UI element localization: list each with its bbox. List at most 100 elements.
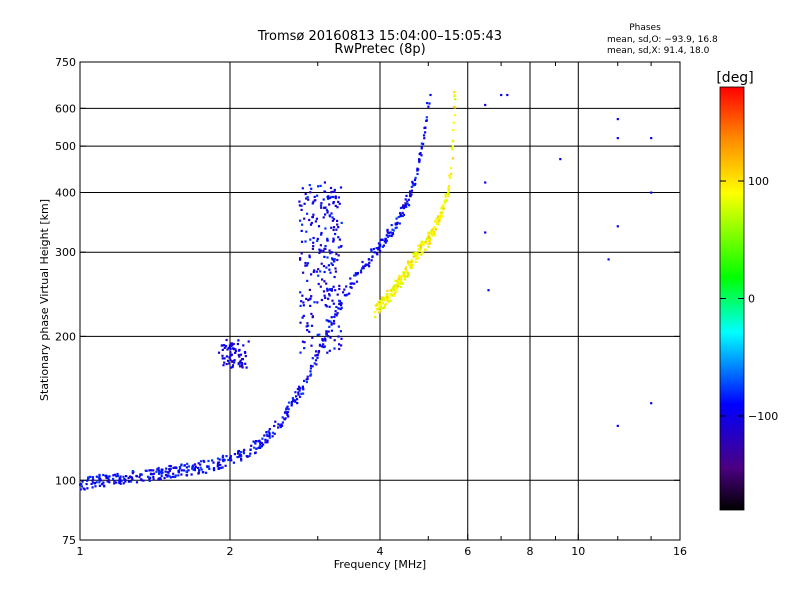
data-point — [303, 202, 306, 205]
data-point — [331, 263, 334, 266]
data-point — [420, 253, 423, 256]
data-point — [263, 434, 266, 437]
data-point — [424, 131, 427, 134]
data-point — [336, 293, 339, 296]
data-point — [420, 245, 423, 248]
data-point — [116, 472, 119, 476]
colorbar-tick-label: −100 — [748, 410, 778, 423]
data-point — [311, 365, 314, 368]
data-point — [212, 468, 215, 471]
data-point — [257, 440, 260, 443]
data-point — [159, 477, 162, 480]
data-point — [322, 343, 325, 346]
stats-o-line: mean, sd,O: −93.9, 16.8 — [607, 35, 718, 45]
data-point — [325, 333, 328, 336]
data-point — [217, 461, 221, 464]
data-point — [193, 469, 196, 472]
data-point — [277, 423, 280, 426]
data-point — [309, 374, 312, 377]
data-point — [411, 252, 415, 255]
data-point — [322, 265, 326, 268]
data-point — [381, 307, 384, 310]
data-point — [297, 393, 300, 396]
data-point — [334, 204, 337, 207]
data-point — [380, 298, 383, 301]
data-point — [318, 251, 321, 254]
data-point — [232, 347, 235, 350]
data-point — [406, 274, 409, 277]
data-point — [293, 399, 297, 402]
data-point — [308, 254, 311, 257]
data-point — [327, 330, 330, 333]
data-point — [311, 247, 314, 250]
data-point — [616, 225, 619, 228]
data-point — [385, 297, 388, 300]
data-point — [260, 442, 263, 445]
data-point — [152, 478, 155, 481]
data-point — [246, 455, 249, 458]
data-point — [175, 466, 178, 470]
data-point — [325, 208, 328, 211]
data-point — [328, 349, 331, 352]
data-point — [314, 199, 317, 202]
data-point — [333, 258, 336, 261]
data-point — [178, 465, 181, 469]
data-point — [253, 446, 256, 449]
data-point — [389, 231, 392, 234]
data-point — [325, 319, 328, 322]
data-point — [421, 251, 424, 254]
data-point — [451, 157, 454, 160]
data-point — [168, 469, 171, 472]
data-point — [266, 441, 269, 444]
data-point — [435, 222, 438, 225]
data-point — [265, 433, 268, 436]
data-point — [191, 464, 194, 468]
data-point — [283, 418, 286, 421]
data-point — [85, 483, 88, 486]
x-tick-label: 16 — [673, 545, 687, 558]
data-point — [323, 294, 326, 297]
data-point — [127, 480, 130, 483]
data-point — [407, 198, 410, 201]
data-point — [286, 411, 290, 414]
data-point — [302, 271, 305, 274]
data-point — [287, 415, 290, 418]
data-point — [412, 184, 415, 187]
data-point — [332, 237, 335, 240]
data-point — [79, 483, 82, 486]
data-point — [305, 197, 308, 200]
data-point — [425, 116, 428, 119]
data-point — [225, 363, 228, 366]
data-point — [223, 344, 226, 347]
data-point — [257, 446, 260, 449]
data-point — [104, 474, 108, 477]
data-point — [313, 301, 316, 304]
data-point — [266, 434, 269, 438]
data-point — [324, 213, 327, 216]
data-point — [428, 237, 432, 240]
data-point — [310, 187, 313, 190]
data-point — [237, 339, 240, 342]
data-point — [297, 391, 300, 394]
data-point — [105, 476, 108, 479]
data-point — [415, 255, 418, 258]
data-point — [324, 247, 327, 250]
data-point — [267, 430, 270, 433]
data-point — [185, 466, 188, 469]
data-point — [179, 467, 182, 470]
data-point — [222, 364, 225, 367]
data-point — [239, 453, 242, 457]
data-point — [338, 299, 341, 302]
data-point — [190, 473, 193, 476]
data-point — [317, 350, 321, 353]
data-point — [177, 469, 181, 472]
data-point — [384, 237, 387, 240]
data-point — [439, 211, 442, 214]
data-point — [264, 438, 267, 441]
data-point — [98, 473, 101, 476]
data-point — [410, 189, 413, 192]
data-point — [298, 389, 301, 392]
data-point — [255, 440, 258, 443]
data-point — [302, 301, 305, 304]
data-point — [332, 239, 335, 242]
